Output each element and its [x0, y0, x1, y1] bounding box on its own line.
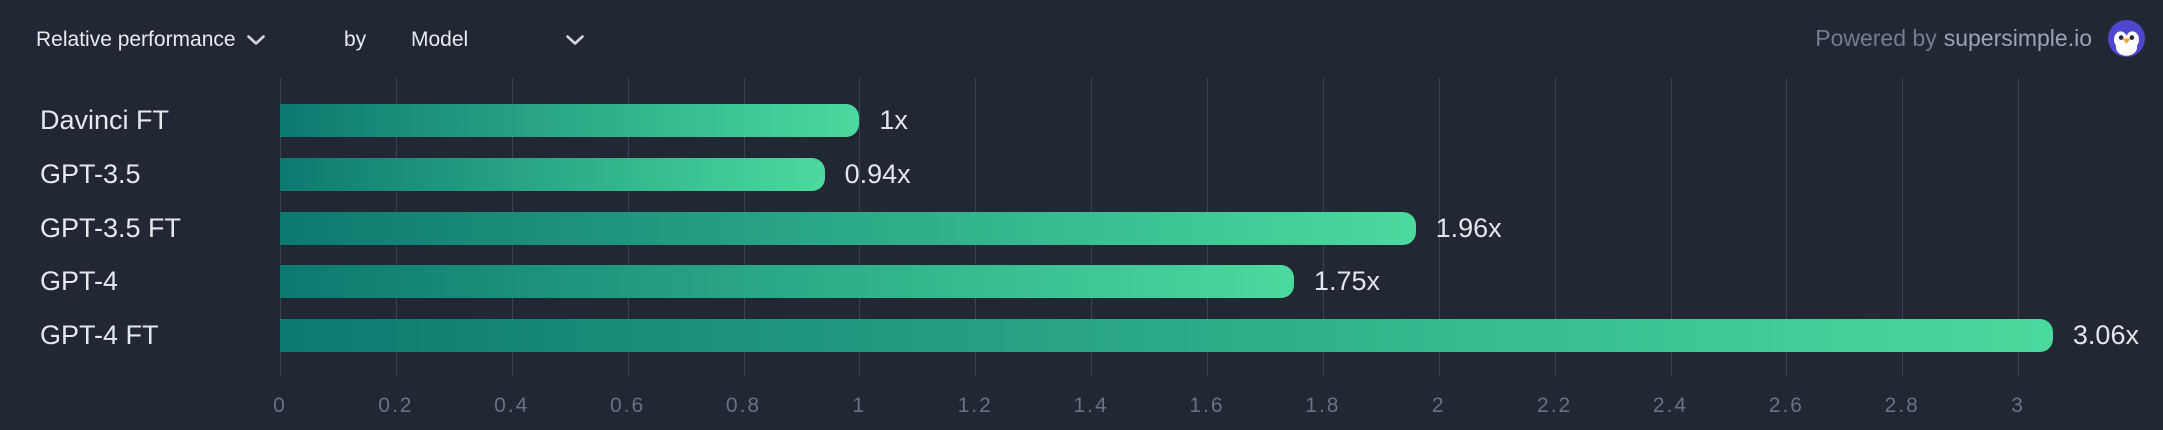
powered-by-label: Powered by	[1815, 25, 1937, 51]
gridline	[1902, 78, 1904, 377]
gridline	[1438, 78, 1440, 377]
dimension-dropdown[interactable]: Model	[411, 27, 585, 53]
bar-value-label: 0.94x	[844, 158, 911, 189]
category-label: GPT-3.5 FT	[40, 212, 182, 243]
x-axis-tick-label: 1.4	[1073, 394, 1109, 417]
gridline	[1554, 78, 1556, 377]
x-axis-tick-label: 1.8	[1305, 394, 1341, 417]
x-axis-tick-label: 0	[273, 394, 287, 417]
plot-area: 1x 0.94x 1.96x 1.75x 3.06x	[280, 78, 2163, 377]
x-axis-tick-label: 0.6	[610, 394, 646, 417]
by-label: by	[344, 28, 367, 51]
bar-gpt-3.5[interactable]	[280, 157, 825, 191]
x-axis-tick-label: 2.8	[1884, 394, 1920, 417]
gridline	[1786, 78, 1788, 377]
dimension-dropdown-label: Model	[411, 28, 469, 51]
chevron-down-icon	[566, 35, 584, 45]
category-label: GPT-4 FT	[40, 320, 159, 351]
x-axis-tick-label: 2.2	[1537, 394, 1573, 417]
category-label: GPT-3.5	[40, 158, 141, 189]
category-label: Davinci FT	[40, 105, 170, 135]
bar-value-label: 1.75x	[1313, 266, 1380, 297]
category-label: GPT-4	[40, 266, 119, 297]
bar-gpt-4-ft[interactable]	[280, 319, 2053, 353]
x-axis-tick-label: 0.8	[725, 394, 762, 417]
bar-value-label: 1x	[879, 105, 908, 135]
brand-link[interactable]: supersimple.io	[1943, 25, 2092, 51]
x-axis-tick-label: 0.2	[378, 394, 414, 417]
x-axis-tick-label: 1.2	[957, 394, 993, 417]
x-axis-tick-label: 2.4	[1652, 394, 1689, 417]
supersimple-penguin-logo[interactable]	[2108, 20, 2145, 57]
x-axis-tick-label: 1	[852, 394, 867, 417]
bar-davinci-ft[interactable]	[280, 104, 860, 137]
bar-gpt-4[interactable]	[280, 265, 1294, 299]
bar-value-label: 3.06x	[2072, 320, 2139, 351]
powered-by: Powered by supersimple.io	[1815, 20, 2145, 57]
x-axis-tick-label: 1.6	[1189, 394, 1225, 417]
x-axis-tick-label: 2	[1431, 394, 1446, 417]
x-axis-tick-label: 0.4	[494, 394, 530, 417]
bar-gpt-3.5-ft[interactable]	[280, 211, 1416, 245]
x-axis-tick-label: 2.6	[1768, 394, 1804, 417]
gridline	[1670, 78, 1672, 377]
chevron-down-icon	[246, 35, 265, 45]
bar-value-label: 1.96x	[1435, 212, 1502, 243]
x-axis-tick-label: 3	[2011, 394, 2025, 417]
metric-dropdown-label: Relative performance	[36, 28, 236, 51]
gridline	[2018, 78, 2020, 377]
metric-dropdown[interactable]: Relative performance	[36, 27, 266, 53]
